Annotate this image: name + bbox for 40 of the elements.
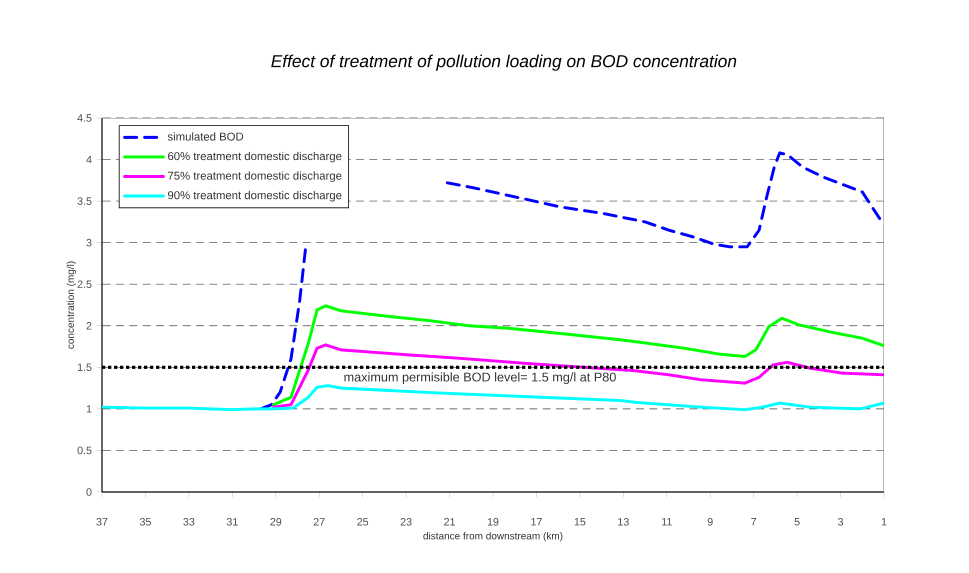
- x-tick-label: 27: [314, 518, 325, 526]
- x-tick-label: 15: [574, 518, 586, 526]
- x-tick-label: 1: [882, 518, 886, 526]
- x-tick-label: 7: [751, 518, 756, 526]
- legend-label: 75% treatment domestic discharge: [168, 171, 342, 182]
- line-series: [272, 304, 884, 406]
- x-tick-label: 37: [96, 518, 108, 526]
- x-tick-label: 5: [794, 518, 800, 526]
- x-tick-label: 31: [226, 518, 238, 526]
- y-tick-label: 2.5: [78, 280, 92, 288]
- y-tick-label: 4.5: [77, 114, 92, 122]
- x-tick-label: 11: [662, 518, 672, 526]
- ref-line-label: maximum permisible BOD level= 1.5 mg/l at P80: [344, 372, 616, 384]
- x-tick-label: 23: [400, 518, 412, 526]
- legend-label: 60% treatment domestic discharge: [168, 152, 342, 162]
- x-tick-label: 35: [140, 518, 151, 526]
- x-tick-label: 29: [270, 518, 282, 526]
- line-series: [102, 384, 884, 412]
- x-tick-label: 13: [618, 518, 629, 526]
- x-tick-label: 3: [838, 518, 844, 526]
- legend-label: simulated BOD: [168, 132, 244, 141]
- x-tick-label: 25: [357, 518, 368, 526]
- x-tick-label: 21: [444, 518, 455, 526]
- y-tick-label: 1.5: [78, 364, 92, 372]
- x-tick-label: 19: [488, 518, 498, 526]
- x-tick-label: 9: [708, 518, 713, 526]
- x-tick-label: 33: [183, 518, 194, 526]
- y-axis-title: concentration (mg/l): [66, 261, 76, 349]
- y-tick-label: 4: [86, 156, 92, 164]
- y-tick-label: 0.5: [78, 446, 92, 454]
- y-tick-label: 3.5: [78, 197, 92, 205]
- y-tick-label: 3: [86, 238, 92, 246]
- x-tick-label: 17: [531, 518, 542, 526]
- y-tick-label: 2: [86, 322, 92, 330]
- legend-label: 90% treatment domestic discharge: [168, 190, 342, 202]
- y-tick-label: 0: [86, 488, 92, 496]
- line-series: [272, 343, 884, 409]
- chart-title: Effect of treatment of pollution loading on BOD concentration: [271, 54, 736, 71]
- x-axis-title: distance from downstream (km): [423, 532, 562, 542]
- y-tick-label: 1: [86, 405, 92, 413]
